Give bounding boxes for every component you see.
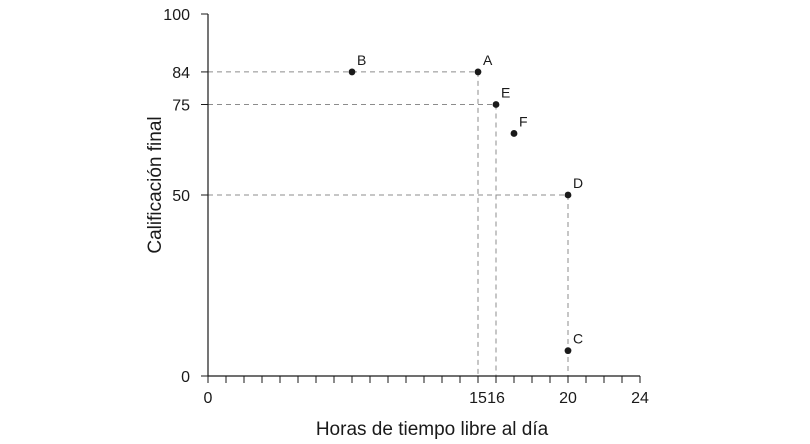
axis-tick-labels: 0 15 16 20 24 0 50 75 84 100	[163, 7, 649, 407]
data-point	[492, 101, 500, 108]
guide-lines	[208, 71, 569, 376]
y-tick-label: 100	[163, 7, 190, 24]
data-point-label: B	[357, 52, 366, 68]
data-point-label: D	[573, 175, 583, 191]
data-point	[564, 347, 572, 355]
y-axis-label: Calificación final	[145, 116, 166, 253]
x-tick-label: 15	[469, 390, 487, 407]
axis-ticks	[201, 13, 641, 383]
data-point	[348, 68, 356, 76]
data-point-label: F	[519, 113, 528, 129]
x-tick-label: 0	[204, 390, 213, 407]
x-tick-label: 20	[559, 390, 577, 407]
data-point	[510, 130, 518, 137]
data-point	[564, 191, 572, 199]
x-axis-label: Horas de tiempo libre al día	[316, 419, 549, 440]
data-point	[474, 68, 482, 76]
y-tick-label: 0	[181, 369, 190, 386]
data-point-label: A	[483, 52, 493, 68]
x-tick-label: 16	[487, 390, 505, 407]
y-tick-label: 84	[172, 65, 190, 82]
y-tick-label: 75	[172, 98, 190, 115]
data-point-label: C	[573, 331, 583, 347]
data-points: A B C D EF	[348, 52, 583, 355]
data-point-label: E	[501, 85, 510, 101]
x-tick-label: 24	[631, 390, 649, 407]
y-tick-label: 50	[172, 188, 190, 205]
